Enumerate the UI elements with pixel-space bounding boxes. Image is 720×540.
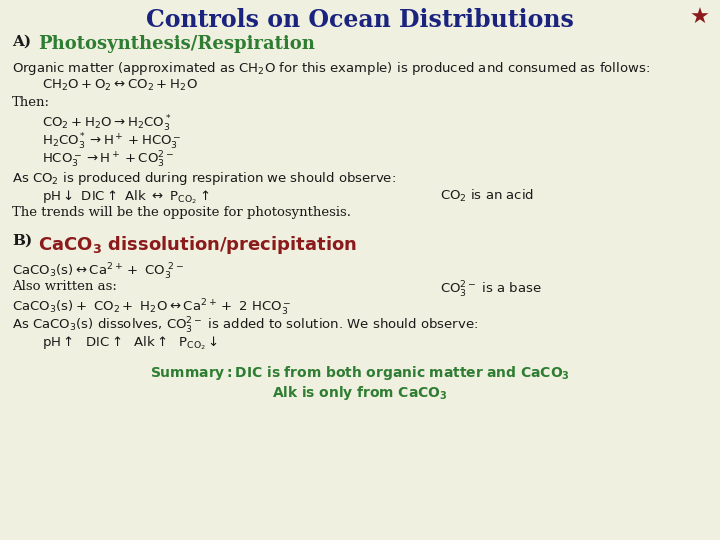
Text: Organic matter (approximated as $\mathregular{CH_2O}$ for this example) is produ: Organic matter (approximated as $\mathre… xyxy=(12,60,650,77)
Text: As $\mathregular{CaCO_3}$(s) dissolves, $\mathregular{CO_3^{2-}}$ is added to so: As $\mathregular{CaCO_3}$(s) dissolves, … xyxy=(12,316,478,336)
Text: $\mathbf{CaCO_3}$ dissolution/precipitation: $\mathbf{CaCO_3}$ dissolution/precipitat… xyxy=(38,234,357,256)
Text: $\mathregular{CaCO_3(s) + \ CO_2 + \ H_2O \leftrightarrow Ca^{2+} + \ 2\ HCO_3^-: $\mathregular{CaCO_3(s) + \ CO_2 + \ H_2… xyxy=(12,298,292,318)
Text: Photosynthesis/Respiration: Photosynthesis/Respiration xyxy=(38,35,315,53)
Text: As $\mathregular{CO_2}$ is produced during respiration we should observe:: As $\mathregular{CO_2}$ is produced duri… xyxy=(12,170,396,187)
Text: A): A) xyxy=(12,35,31,49)
Text: $\mathregular{CaCO_3(s) \leftrightarrow Ca^{2+} + \ CO_3^{\ 2-}}$: $\mathregular{CaCO_3(s) \leftrightarrow … xyxy=(12,262,184,282)
Text: $\bf{Alk\ is\ only\ from\ CaCO_3}$: $\bf{Alk\ is\ only\ from\ CaCO_3}$ xyxy=(272,384,448,402)
Text: Then:: Then: xyxy=(12,96,50,109)
Text: Also written as:: Also written as: xyxy=(12,280,117,293)
Text: $\mathregular{CO_3^{2-}}$ is a base: $\mathregular{CO_3^{2-}}$ is a base xyxy=(440,280,541,300)
Text: ★: ★ xyxy=(690,8,710,28)
Text: The trends will be the opposite for photosynthesis.: The trends will be the opposite for phot… xyxy=(12,206,351,219)
Text: Controls on Ocean Distributions: Controls on Ocean Distributions xyxy=(146,8,574,32)
Text: pH$\mathregular{\downarrow}$ DIC$\mathregular{\uparrow}$ Alk $\mathregular{\left: pH$\mathregular{\downarrow}$ DIC$\mathre… xyxy=(42,188,210,206)
Text: $\mathregular{H_2CO_3^* \rightarrow H^+ + HCO_3^-}$: $\mathregular{H_2CO_3^* \rightarrow H^+ … xyxy=(42,132,181,152)
Text: $\bf{Summary: DIC\ is\ from\ both\ organic\ matter\ and\ CaCO_3}$: $\bf{Summary: DIC\ is\ from\ both\ organ… xyxy=(150,364,570,382)
Text: $\mathregular{CO_2}$ is an acid: $\mathregular{CO_2}$ is an acid xyxy=(440,188,534,204)
Text: $\mathregular{CH_2O + O_2 \leftrightarrow CO_2 + H_2O}$: $\mathregular{CH_2O + O_2 \leftrightarro… xyxy=(42,78,198,93)
Text: pH$\mathregular{\uparrow}$ $\ $DIC$\mathregular{\uparrow}$ $\ $Alk$\mathregular{: pH$\mathregular{\uparrow}$ $\ $DIC$\math… xyxy=(42,334,218,352)
Text: $\mathregular{CO_2 + H_2O \rightarrow H_2CO_3^*}$: $\mathregular{CO_2 + H_2O \rightarrow H_… xyxy=(42,114,171,134)
Text: B): B) xyxy=(12,234,32,248)
Text: $\mathregular{HCO_3^- \rightarrow H^+ + CO_3^{2-}}$: $\mathregular{HCO_3^- \rightarrow H^+ + … xyxy=(42,150,174,170)
